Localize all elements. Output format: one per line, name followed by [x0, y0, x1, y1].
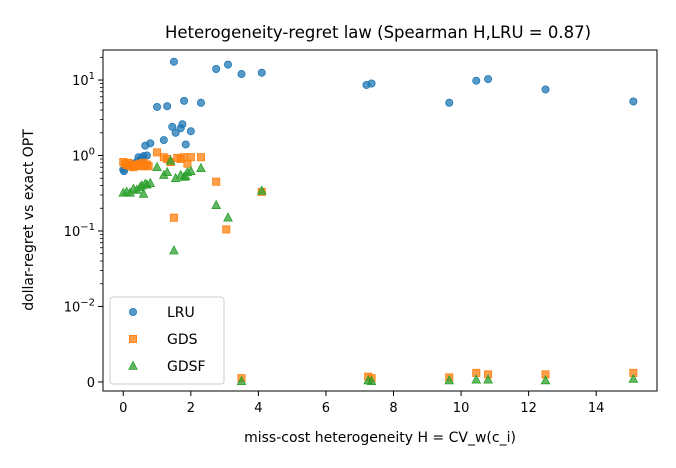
x-axis-label: miss-cost heterogeneity H = CV_w(c_i)	[244, 430, 516, 446]
legend-label-gdsf: GDSF	[167, 359, 206, 375]
y-axis-label: dollar-regret vs exact OPT	[21, 129, 37, 311]
series-gdsf	[118, 155, 639, 385]
data-point-lru	[212, 65, 221, 74]
y-tick-exponent: −2	[80, 297, 95, 308]
legend-label-gds: GDS	[167, 332, 198, 348]
data-point-lru	[181, 140, 190, 149]
plot-area	[118, 57, 639, 385]
legend-marker-gds	[128, 334, 137, 343]
data-point-gdsf	[185, 165, 196, 175]
legend-label-lru: LRU	[167, 305, 195, 321]
x-axis: 0 2 4 6 8 10 12 14	[119, 391, 604, 416]
plot-frame	[102, 49, 658, 392]
data-point-gdsf	[196, 162, 206, 172]
data-point-lru	[163, 102, 172, 111]
data-point-lru	[196, 98, 205, 107]
data-point-gdsf	[169, 245, 179, 255]
x-tick-label: 10	[453, 401, 470, 416]
data-point-lru	[146, 139, 155, 148]
data-point-gds	[212, 177, 221, 186]
x-tick-label: 8	[389, 401, 397, 416]
data-point-gdsf	[138, 188, 149, 198]
data-point-gds	[153, 148, 162, 157]
x-tick-label: 14	[588, 401, 605, 416]
data-point-gds	[186, 153, 195, 162]
data-point-lru	[142, 151, 151, 160]
x-tick-label: 2	[187, 401, 195, 416]
x-tick-label: 6	[322, 401, 330, 416]
chart-title: Heterogeneity-regret law (Spearman H,LRU…	[165, 23, 591, 42]
data-point-lru	[169, 57, 178, 66]
x-tick-label: 12	[520, 401, 537, 416]
data-point-lru	[257, 68, 266, 77]
x-tick-label: 0	[119, 401, 127, 416]
data-point-gdsf	[471, 374, 482, 384]
data-point-gdsf	[223, 212, 233, 222]
y-tick-label: 0	[87, 376, 95, 391]
data-point-gds	[222, 225, 231, 234]
data-point-lru	[445, 98, 454, 107]
x-tick-label: 4	[254, 401, 262, 416]
legend-box	[109, 296, 225, 385]
data-point-gds	[169, 213, 178, 222]
y-tick-exponent: 0	[89, 147, 95, 158]
data-point-gdsf	[152, 161, 162, 172]
data-point-gdsf	[165, 155, 176, 165]
data-point-gdsf	[444, 374, 455, 385]
y-tick-exponent: −1	[80, 222, 95, 233]
data-point-lru	[186, 127, 195, 136]
data-point-lru	[223, 60, 232, 69]
data-point-lru	[153, 102, 162, 111]
data-point-gdsf	[211, 199, 222, 209]
data-point-gdsf	[628, 373, 639, 383]
data-point-lru	[472, 76, 481, 85]
data-point-gdsf	[236, 375, 247, 385]
data-point-lru	[629, 97, 638, 106]
data-point-gdsf	[256, 185, 267, 195]
data-point-lru	[180, 96, 189, 105]
data-point-lru	[159, 136, 168, 145]
data-point-gdsf	[540, 374, 551, 385]
legend-marker-lru	[128, 307, 137, 316]
data-point-gdsf	[145, 177, 156, 187]
data-point-gds	[144, 162, 153, 171]
data-point-lru	[484, 75, 493, 84]
y-tick-exponent: 1	[89, 71, 95, 82]
legend-marker-gdsf	[128, 360, 138, 370]
data-point-gdsf	[162, 166, 173, 177]
data-point-lru	[171, 128, 180, 137]
data-point-gdsf	[366, 375, 377, 385]
data-point-lru	[237, 70, 246, 79]
legend: LRU GDS GDSF	[109, 296, 225, 385]
data-point-gdsf	[483, 374, 493, 384]
data-point-lru	[178, 120, 187, 129]
data-point-gds	[196, 153, 205, 162]
data-point-lru	[367, 79, 376, 88]
data-point-lru	[168, 122, 177, 131]
data-point-lru	[541, 85, 550, 94]
